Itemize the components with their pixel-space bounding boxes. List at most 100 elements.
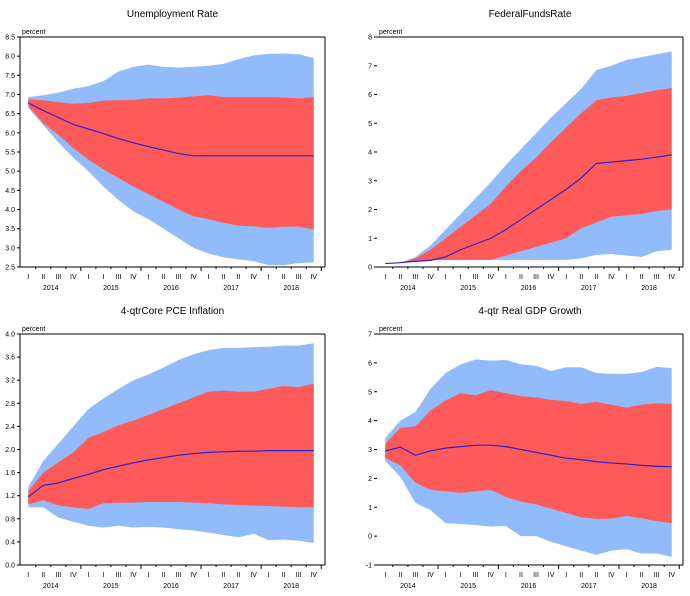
y-tick-label: 7	[368, 332, 372, 339]
y-tick-label: 5.5	[5, 150, 15, 157]
x-quarter-label: II	[640, 572, 644, 579]
y-tick-label: 0.8	[5, 516, 15, 523]
x-quarter-label: III	[413, 572, 419, 579]
x-quarter-label: IV	[250, 572, 257, 579]
y-tick-label: 2.8	[5, 401, 15, 408]
x-year-label: 2014	[400, 285, 416, 292]
x-quarter-label: IV	[668, 572, 675, 579]
y-tick-label: 3.5	[5, 226, 15, 233]
y-tick-label: 1	[368, 505, 372, 512]
x-quarter-label: IV	[427, 572, 434, 579]
y-axis-unit-label: percent	[379, 29, 402, 36]
x-year-label: 2017	[223, 583, 239, 590]
x-quarter-label: II	[519, 572, 523, 579]
x-quarter-label: III	[115, 572, 121, 579]
x-year-label: 2018	[283, 583, 299, 590]
x-quarter-label: III	[533, 572, 539, 579]
x-quarter-label: IV	[130, 274, 137, 281]
x-quarter-label: III	[176, 274, 182, 281]
x-quarter-label: II	[237, 274, 241, 281]
x-year-label: 2015	[460, 583, 476, 590]
y-tick-label: 0	[368, 534, 372, 541]
x-year-label: 2014	[43, 583, 59, 590]
x-quarter-label: I	[565, 572, 567, 579]
x-quarter-label: III	[413, 274, 419, 281]
x-year-label: 2015	[103, 285, 119, 292]
x-quarter-label: IV	[190, 572, 197, 579]
x-quarter-label: IV	[487, 274, 494, 281]
x-quarter-label: II	[282, 274, 286, 281]
y-tick-label: 1.6	[5, 470, 15, 477]
chart-title: Unemployment Rate	[127, 9, 219, 20]
x-quarter-label: IV	[130, 572, 137, 579]
x-quarter-label: II	[640, 274, 644, 281]
y-tick-label: 6	[368, 92, 372, 99]
x-quarter-label: I	[505, 572, 507, 579]
x-quarter-label: III	[654, 274, 660, 281]
x-year-label: 2016	[521, 285, 537, 292]
y-tick-label: 7.0	[5, 92, 15, 99]
x-quarter-label: I	[208, 274, 210, 281]
x-quarter-label: II	[398, 274, 402, 281]
x-quarter-label: I	[208, 572, 210, 579]
x-quarter-label: III	[55, 274, 61, 281]
y-axis-unit-label: percent	[379, 326, 402, 333]
x-quarter-label: II	[519, 274, 523, 281]
chart-title: FederalFundsRate	[489, 9, 572, 20]
chart-svg: Unemployment Ratepercent2.53.03.54.04.55…	[0, 0, 345, 295]
y-tick-label: 1.2	[5, 493, 15, 500]
y-tick-label: 2	[368, 207, 372, 214]
x-quarter-label: I	[445, 274, 447, 281]
x-year-label: 2018	[641, 583, 657, 590]
y-tick-label: 6.5	[5, 111, 15, 118]
x-quarter-label: I	[102, 572, 104, 579]
x-quarter-label: II	[282, 572, 286, 579]
y-axis-unit-label: percent	[22, 326, 45, 333]
x-quarter-label: III	[473, 572, 479, 579]
y-tick-label: 2.4	[5, 424, 15, 431]
x-quarter-label: II	[162, 572, 166, 579]
y-tick-label: 4.0	[5, 332, 15, 339]
y-tick-label: 5	[368, 121, 372, 128]
x-quarter-label: IV	[608, 274, 615, 281]
x-quarter-label: IV	[487, 572, 494, 579]
x-quarter-label: IV	[548, 572, 555, 579]
y-tick-label: 4	[368, 150, 372, 157]
x-quarter-label: II	[594, 572, 598, 579]
x-quarter-label: III	[654, 572, 660, 579]
y-tick-label: 1	[368, 236, 372, 243]
x-quarter-label: II	[398, 572, 402, 579]
x-quarter-label: I	[565, 274, 567, 281]
y-tick-label: 2.0	[5, 447, 15, 454]
x-quarter-label: I	[147, 572, 149, 579]
x-quarter-label: II	[579, 572, 583, 579]
x-year-label: 2018	[641, 285, 657, 292]
x-quarter-label: I	[268, 274, 270, 281]
x-quarter-label: II	[222, 274, 226, 281]
y-tick-label: 3	[368, 178, 372, 185]
chart-svg: 4-qtrCore PCE Inflationpercent0.00.40.81…	[0, 295, 345, 591]
x-quarter-label: II	[162, 274, 166, 281]
y-tick-label: 3.6	[5, 355, 15, 362]
x-quarter-label: II	[237, 572, 241, 579]
y-tick-label: 2.5	[5, 265, 15, 272]
x-quarter-label: I	[87, 572, 89, 579]
x-quarter-label: IV	[310, 572, 317, 579]
x-year-label: 2017	[581, 583, 597, 590]
y-tick-label: 4.0	[5, 207, 15, 214]
x-quarter-label: I	[460, 274, 462, 281]
x-quarter-label: III	[176, 572, 182, 579]
x-year-label: 2018	[283, 285, 299, 292]
x-quarter-label: I	[147, 274, 149, 281]
x-quarter-label: III	[115, 274, 121, 281]
x-year-label: 2015	[460, 285, 476, 292]
x-quarter-label: I	[505, 274, 507, 281]
y-tick-label: 7	[368, 63, 372, 70]
x-quarter-label: I	[460, 572, 462, 579]
x-quarter-label: II	[222, 572, 226, 579]
x-quarter-label: III	[533, 274, 539, 281]
x-quarter-label: III	[55, 572, 61, 579]
